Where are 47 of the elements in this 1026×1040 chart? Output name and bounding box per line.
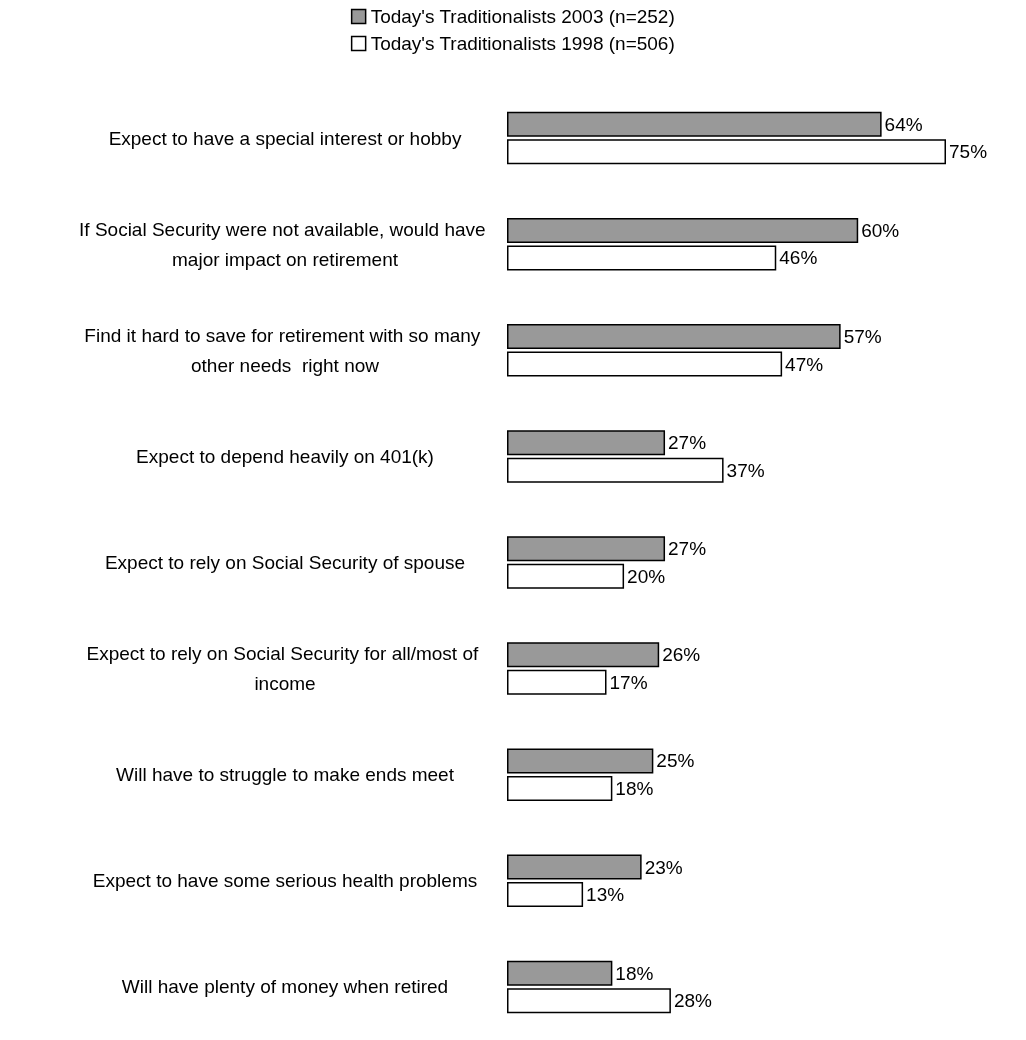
data-label: 25% xyxy=(656,750,695,772)
data-label: 13% xyxy=(586,884,625,906)
data-label: 64% xyxy=(884,113,923,135)
y-tick-label: If Social Security were not available, would have major impact on retirement xyxy=(79,218,491,270)
y-tick-label: Expect to rely on Social Security for all/most of income xyxy=(86,643,484,695)
data-label: 17% xyxy=(609,671,648,693)
data-label: 27% xyxy=(668,538,707,560)
data-label: 75% xyxy=(949,141,988,163)
bar xyxy=(507,111,882,137)
data-label: 57% xyxy=(843,326,882,348)
bar xyxy=(507,324,841,350)
bar xyxy=(507,217,859,243)
y-tick-label: Expect to have a special interest or hobby xyxy=(108,127,462,149)
y-tick-label: Expect to rely on Social Security of spouse xyxy=(104,552,466,573)
data-label: 18% xyxy=(615,777,654,799)
data-label: 28% xyxy=(673,990,713,1012)
y-tick-label: Expect to have some serious health problems xyxy=(92,870,478,892)
bar xyxy=(507,882,584,908)
bar xyxy=(507,563,625,589)
bar xyxy=(507,775,613,801)
data-label: 18% xyxy=(615,962,654,984)
data-label: 46% xyxy=(779,247,818,269)
bar xyxy=(507,351,783,377)
bar xyxy=(507,748,654,774)
data-label: 23% xyxy=(644,856,683,878)
bar xyxy=(507,960,613,986)
y-tick-label: Expect to depend heavily on 401(k) xyxy=(136,445,434,467)
bar xyxy=(507,854,642,880)
data-label: 37% xyxy=(726,459,765,481)
data-label: 47% xyxy=(785,353,824,375)
bar xyxy=(507,642,660,668)
y-tick-label: Find it hard to save for retirement with so many other needs right now xyxy=(84,324,486,376)
bar xyxy=(507,457,724,483)
data-label: 27% xyxy=(668,432,707,454)
bar xyxy=(507,988,671,1014)
data-label: 26% xyxy=(662,644,701,666)
y-tick-label: Will have plenty of money when retired xyxy=(121,976,449,998)
y-tick-label: Will have to struggle to make ends meet xyxy=(116,764,455,786)
bar xyxy=(507,430,666,456)
bar xyxy=(507,139,946,165)
bar xyxy=(507,245,777,271)
legend-label: Today's Traditionalists 1998 (n=506) xyxy=(370,33,675,54)
data-label: 60% xyxy=(861,219,900,241)
bar xyxy=(507,536,666,562)
legend-label: Today's Traditionalists 2003 (n=252) xyxy=(370,6,675,27)
bar xyxy=(507,669,607,695)
data-label: 20% xyxy=(627,565,666,587)
